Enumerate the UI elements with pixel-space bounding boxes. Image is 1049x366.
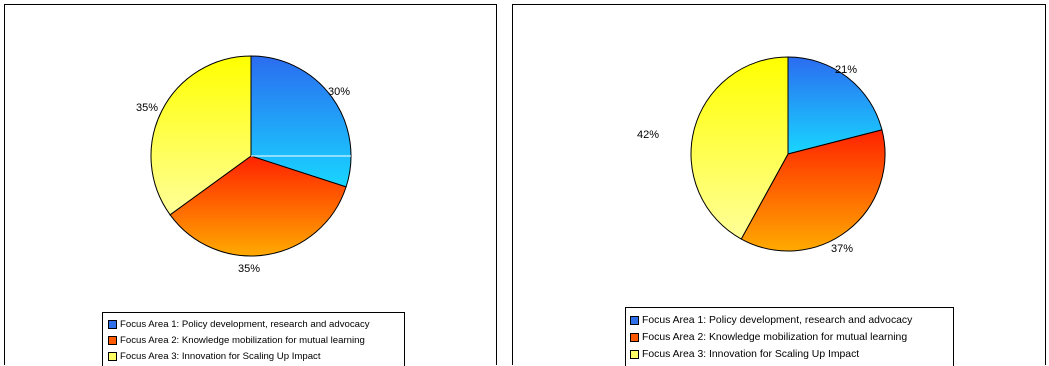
slice-label-area1: 30% <box>328 86 350 98</box>
legend-item-area3: Focus Area 3: Innovation for Scaling Up … <box>630 346 953 363</box>
legend-item-area2: Focus Area 2: Knowledge mobilization for… <box>108 332 404 348</box>
pie-chart-left: 30% 35% 35% Focus Area 1: Policy develop… <box>4 4 497 366</box>
legend-item-area1: Focus Area 1: Policy development, resear… <box>630 312 953 329</box>
legend-label: Focus Area 2: Knowledge mobilization for… <box>642 332 908 343</box>
legend-swatch-yellow <box>108 351 117 361</box>
legend-item-area1: Focus Area 1: Policy development, resear… <box>108 316 404 332</box>
slice-area3 <box>150 55 252 216</box>
legend-label: Focus Area 1: Policy development, resear… <box>642 315 913 326</box>
slice-area2 <box>169 155 347 257</box>
slice-label-area3: 35% <box>136 102 158 114</box>
legend-label: Focus Area 2: Knowledge mobilization for… <box>120 334 365 346</box>
slice-area2 <box>740 129 886 252</box>
legend-swatch-blue <box>108 319 117 329</box>
pie-plot-right: 21% 37% 42% <box>637 56 886 255</box>
pie-plot-left: 30% 35% 35% <box>136 55 352 275</box>
legend-swatch-orange <box>108 335 117 345</box>
legend-item-area3: Focus Area 3: Innovation for Scaling Up … <box>108 348 404 364</box>
slice-area3 <box>690 56 789 240</box>
slice-label-area1: 21% <box>835 64 857 76</box>
legend-left: Focus Area 1: Policy development, resear… <box>102 312 405 366</box>
legend-label: Focus Area 3: Innovation for Scaling Up … <box>120 350 321 362</box>
slice-label-area3: 42% <box>637 129 659 141</box>
slice-label-area2: 35% <box>238 263 260 275</box>
legend-swatch-blue <box>630 316 639 325</box>
legend-swatch-orange <box>630 333 639 342</box>
legend-item-area2: Focus Area 2: Knowledge mobilization for… <box>630 329 953 346</box>
legend-swatch-yellow <box>630 350 639 359</box>
legend-right: Focus Area 1: Policy development, resear… <box>625 307 954 366</box>
legend-label: Focus Area 1: Policy development, resear… <box>120 318 370 330</box>
pie-chart-right: 21% 37% 42% Focus Area 1: Policy develop… <box>512 4 1046 366</box>
slice-label-area2: 37% <box>831 243 853 255</box>
slice-area1 <box>787 56 883 155</box>
slice-area1 <box>250 55 352 188</box>
legend-label: Focus Area 3: Innovation for Scaling Up … <box>642 349 860 360</box>
